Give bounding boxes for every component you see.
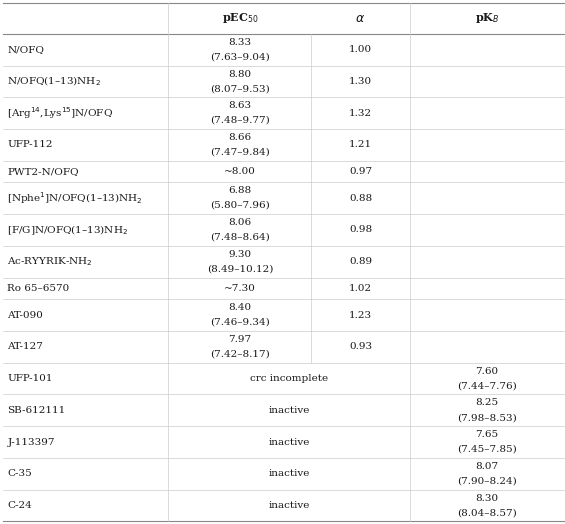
Text: 8.63: 8.63 xyxy=(228,101,251,111)
Text: UFP-101: UFP-101 xyxy=(7,374,53,383)
Text: (7.90–8.24): (7.90–8.24) xyxy=(457,476,516,486)
Text: 6.88: 6.88 xyxy=(228,187,251,195)
Text: 8.06: 8.06 xyxy=(228,218,251,227)
Text: (5.80–7.96): (5.80–7.96) xyxy=(210,201,270,210)
Text: 8.80: 8.80 xyxy=(228,70,251,79)
Text: ~8.00: ~8.00 xyxy=(224,167,256,176)
Text: $\alpha$: $\alpha$ xyxy=(355,12,366,25)
Text: [Arg$^{14}$,Lys$^{15}$]N/OFQ: [Arg$^{14}$,Lys$^{15}$]N/OFQ xyxy=(7,105,114,121)
Text: 8.66: 8.66 xyxy=(228,133,251,142)
Text: 1.00: 1.00 xyxy=(349,45,372,54)
Text: ~7.30: ~7.30 xyxy=(224,284,256,293)
Text: AT-127: AT-127 xyxy=(7,342,43,351)
Text: 0.89: 0.89 xyxy=(349,257,372,266)
Text: 8.30: 8.30 xyxy=(475,494,498,503)
Text: PWT2-N/OFQ: PWT2-N/OFQ xyxy=(7,167,79,176)
Text: 1.30: 1.30 xyxy=(349,77,372,86)
Text: 1.32: 1.32 xyxy=(349,108,372,118)
Text: SB-612111: SB-612111 xyxy=(7,406,66,415)
Text: crc incomplete: crc incomplete xyxy=(250,374,328,383)
Text: 7.65: 7.65 xyxy=(475,430,498,439)
Text: 0.98: 0.98 xyxy=(349,225,372,234)
Text: (7.48–9.77): (7.48–9.77) xyxy=(210,116,270,125)
Text: (7.42–8.17): (7.42–8.17) xyxy=(210,350,270,358)
Text: pEC$_{50}$: pEC$_{50}$ xyxy=(221,11,258,25)
Text: (7.45–7.85): (7.45–7.85) xyxy=(457,445,516,454)
Text: [F/G]N/OFQ(1–13)NH$_2$: [F/G]N/OFQ(1–13)NH$_2$ xyxy=(7,223,128,237)
Text: 8.40: 8.40 xyxy=(228,303,251,312)
Text: inactive: inactive xyxy=(268,501,310,510)
Text: UFP-112: UFP-112 xyxy=(7,140,53,149)
Text: pK$_B$: pK$_B$ xyxy=(475,11,499,25)
Text: inactive: inactive xyxy=(268,470,310,478)
Text: 1.23: 1.23 xyxy=(349,311,372,320)
Text: 7.60: 7.60 xyxy=(475,367,498,376)
Text: 1.21: 1.21 xyxy=(349,140,372,149)
Text: [Nphe$^1$]N/OFQ(1–13)NH$_2$: [Nphe$^1$]N/OFQ(1–13)NH$_2$ xyxy=(7,190,143,206)
Text: (7.63–9.04): (7.63–9.04) xyxy=(210,52,270,61)
Text: 8.07: 8.07 xyxy=(475,462,498,471)
Text: N/OFQ: N/OFQ xyxy=(7,45,44,54)
Text: inactive: inactive xyxy=(268,406,310,415)
Text: C-24: C-24 xyxy=(7,501,32,510)
Text: (8.04–8.57): (8.04–8.57) xyxy=(457,508,516,517)
Text: 0.93: 0.93 xyxy=(349,342,372,351)
Text: 1.02: 1.02 xyxy=(349,284,372,293)
Text: 0.97: 0.97 xyxy=(349,167,372,176)
Text: (7.44–7.76): (7.44–7.76) xyxy=(457,381,516,390)
Text: C-35: C-35 xyxy=(7,470,32,478)
Text: (7.47–9.84): (7.47–9.84) xyxy=(210,148,270,157)
Text: inactive: inactive xyxy=(268,438,310,446)
Text: (7.46–9.34): (7.46–9.34) xyxy=(210,318,270,327)
Text: 0.88: 0.88 xyxy=(349,194,372,203)
Text: 8.33: 8.33 xyxy=(228,38,251,47)
Text: Ac-RYYRIK-NH$_2$: Ac-RYYRIK-NH$_2$ xyxy=(7,255,93,268)
Text: 8.25: 8.25 xyxy=(475,398,498,408)
Text: N/OFQ(1–13)NH$_2$: N/OFQ(1–13)NH$_2$ xyxy=(7,74,101,88)
Text: (7.48–8.64): (7.48–8.64) xyxy=(210,233,270,242)
Text: (8.07–9.53): (8.07–9.53) xyxy=(210,84,270,93)
Text: (8.49–10.12): (8.49–10.12) xyxy=(207,265,273,274)
Text: J-113397: J-113397 xyxy=(7,438,55,446)
Text: (7.98–8.53): (7.98–8.53) xyxy=(457,413,516,422)
Text: 9.30: 9.30 xyxy=(228,250,251,259)
Text: 7.97: 7.97 xyxy=(228,335,251,344)
Text: AT-090: AT-090 xyxy=(7,311,43,320)
Text: Ro 65–6570: Ro 65–6570 xyxy=(7,284,69,293)
